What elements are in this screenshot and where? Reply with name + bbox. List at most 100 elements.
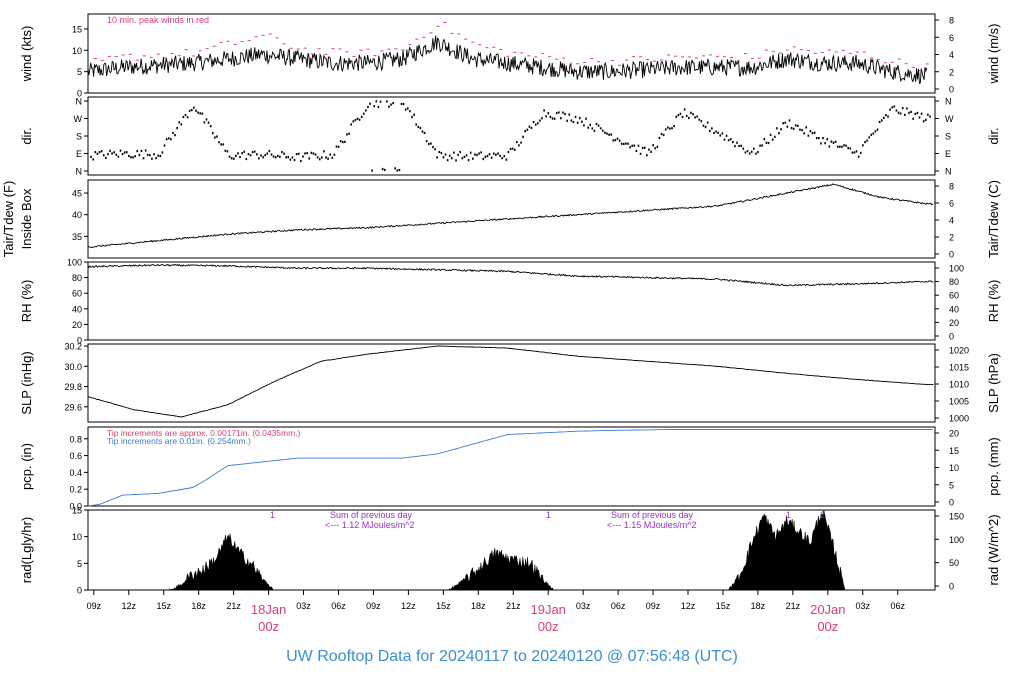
x-tick-label: 09z bbox=[646, 601, 661, 611]
direction-point bbox=[648, 148, 650, 151]
direction-point bbox=[151, 157, 153, 160]
direction-point bbox=[824, 142, 826, 145]
direction-point bbox=[671, 127, 673, 130]
direction-point bbox=[325, 156, 327, 159]
y-tick-label-right: 8 bbox=[949, 182, 954, 192]
direction-point bbox=[543, 109, 545, 112]
direction-point bbox=[365, 109, 367, 112]
direction-point bbox=[675, 115, 678, 118]
direction-point bbox=[633, 144, 636, 147]
direction-point bbox=[587, 126, 589, 129]
y-tick-label: 100 bbox=[67, 258, 82, 268]
direction-point bbox=[522, 135, 524, 138]
panel-frame bbox=[87, 179, 936, 259]
annotation: Tip increments are approx. 0.00171in. (0… bbox=[107, 428, 301, 438]
direction-point bbox=[94, 151, 97, 154]
direction-point bbox=[442, 156, 445, 159]
direction-point bbox=[736, 141, 738, 144]
y-tick-label-right: 0 bbox=[949, 498, 954, 508]
direction-point bbox=[602, 129, 604, 132]
direction-point bbox=[591, 127, 594, 130]
y-tick-label: 30.2 bbox=[64, 342, 82, 352]
direction-point bbox=[899, 112, 902, 115]
direction-point bbox=[717, 131, 719, 134]
direction-point bbox=[360, 115, 363, 118]
direction-point bbox=[568, 113, 571, 116]
direction-point bbox=[662, 133, 665, 137]
direction-point bbox=[625, 142, 627, 145]
direction-point bbox=[415, 123, 417, 126]
direction-point bbox=[878, 120, 881, 124]
direction-point bbox=[832, 141, 835, 144]
direction-point bbox=[761, 144, 764, 147]
direction-point bbox=[507, 150, 510, 154]
direction-point bbox=[773, 135, 776, 138]
direction-point bbox=[541, 117, 543, 120]
direction-point bbox=[285, 156, 287, 159]
direction-point bbox=[451, 157, 453, 160]
direction-point bbox=[117, 155, 120, 158]
direction-point bbox=[849, 147, 852, 150]
y-tick-label: 80 bbox=[72, 273, 82, 283]
direction-point bbox=[667, 126, 669, 129]
direction-point bbox=[501, 157, 503, 160]
direction-point bbox=[503, 154, 506, 158]
direction-point bbox=[924, 118, 927, 121]
y-tick-label: 0.0 bbox=[69, 502, 82, 512]
direction-point bbox=[207, 121, 210, 124]
day-label: 18Jan bbox=[251, 602, 286, 617]
direction-point bbox=[702, 124, 705, 127]
direction-point bbox=[646, 154, 648, 157]
direction-point bbox=[782, 122, 784, 125]
direction-point bbox=[321, 156, 323, 159]
annotation: Tip increments are 0.01in. (0.254mm.) bbox=[107, 436, 251, 446]
direction-point bbox=[604, 131, 606, 134]
direction-point bbox=[130, 156, 132, 159]
direction-point bbox=[172, 131, 174, 135]
y-tick-label: 0.2 bbox=[69, 485, 82, 495]
direction-point bbox=[102, 154, 105, 157]
y-tick-label-right: N bbox=[945, 97, 952, 107]
y-tick-label: 30.0 bbox=[64, 362, 82, 372]
direction-point bbox=[834, 140, 837, 143]
direction-point bbox=[438, 150, 441, 154]
direction-point bbox=[859, 151, 862, 155]
direction-point bbox=[843, 144, 845, 147]
direction-point bbox=[597, 124, 600, 127]
direction-point bbox=[769, 133, 772, 137]
direction-point bbox=[258, 157, 260, 160]
y-tick-label-right: 1005 bbox=[949, 397, 969, 407]
y-tick-label: 60 bbox=[72, 289, 82, 299]
direction-point bbox=[631, 144, 633, 147]
y-tick-label: S bbox=[76, 132, 82, 142]
direction-point bbox=[190, 108, 193, 112]
x-tick-label: 18z bbox=[191, 601, 206, 611]
direction-point bbox=[373, 105, 376, 108]
direction-point bbox=[708, 129, 711, 133]
direction-point bbox=[211, 132, 214, 135]
direction-point bbox=[239, 155, 241, 159]
direction-point bbox=[887, 115, 889, 118]
direction-point bbox=[820, 142, 822, 145]
direction-point bbox=[461, 157, 464, 160]
direction-point bbox=[323, 150, 325, 153]
y-tick-label-right: 2 bbox=[949, 233, 954, 243]
direction-point bbox=[291, 156, 294, 159]
x-tick-label: 06z bbox=[611, 601, 626, 611]
direction-point bbox=[377, 105, 380, 109]
direction-point bbox=[641, 146, 644, 150]
direction-point bbox=[199, 112, 201, 115]
direction-point bbox=[421, 130, 424, 133]
direction-point bbox=[765, 141, 768, 144]
direction-point bbox=[218, 141, 220, 144]
series-line bbox=[87, 263, 934, 287]
direction-point bbox=[453, 151, 455, 154]
direction-point bbox=[170, 138, 172, 141]
panel-frame bbox=[87, 426, 936, 507]
direction-point bbox=[757, 150, 759, 154]
direction-point bbox=[427, 142, 430, 146]
direction-point bbox=[256, 153, 258, 156]
direction-point bbox=[381, 167, 384, 171]
direction-point bbox=[664, 128, 667, 131]
direction-point bbox=[115, 153, 118, 156]
